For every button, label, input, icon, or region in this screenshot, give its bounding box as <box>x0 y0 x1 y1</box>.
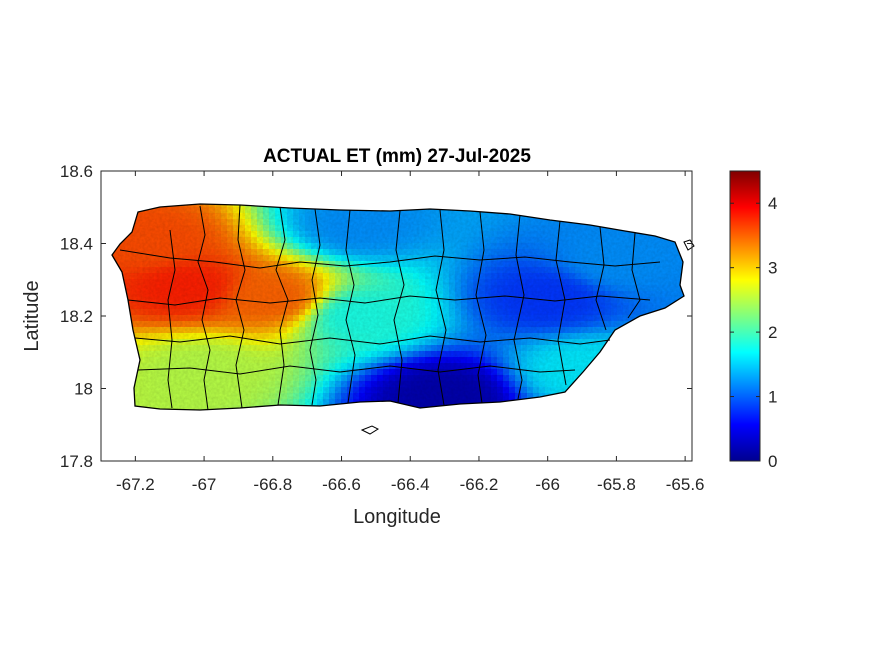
x-tick-label: -65.8 <box>597 475 636 494</box>
y-tick-label: 18 <box>74 380 93 399</box>
x-tick-label: -66.2 <box>460 475 499 494</box>
small-island <box>360 425 380 435</box>
municipal-boundary-line <box>119 249 661 269</box>
y-tick-label: 18.6 <box>60 162 93 181</box>
chart-title: ACTUAL ET (mm) 27-Jul-2025 <box>263 146 531 167</box>
colorbar-ticks: 0 1 2 3 4 <box>730 194 777 471</box>
municipal-boundary-line <box>167 229 176 409</box>
municipal-boundary-line <box>137 365 576 375</box>
x-tick-label: -65.6 <box>666 475 705 494</box>
municipal-boundary-line <box>627 232 641 319</box>
municipal-boundary-line <box>345 209 356 404</box>
colorbar <box>729 170 761 462</box>
colorbar-tick-label: 3 <box>768 259 777 278</box>
colorbar-tick-label: 4 <box>768 194 777 213</box>
colorbar-tick-label: 0 <box>768 452 777 471</box>
municipal-boundary-line <box>127 295 651 306</box>
x-tick-label: -66.6 <box>322 475 361 494</box>
x-tick-label: -66.4 <box>391 475 430 494</box>
x-axis-label: Longitude <box>353 506 441 528</box>
x-tick-label: -67.2 <box>116 475 155 494</box>
x-tick-label: -66 <box>535 475 560 494</box>
municipal-boundary-line <box>309 208 321 406</box>
y-tick-label: 18.2 <box>60 307 93 326</box>
municipality-boundaries <box>111 203 685 411</box>
x-tick-label: -66.8 <box>253 475 292 494</box>
municipal-boundary-line <box>197 205 211 411</box>
y-axis-label: Latitude <box>21 280 43 351</box>
y-axis-ticks: 17.8 18 18.2 18.4 18.6 <box>60 162 692 471</box>
municipal-boundary-line <box>275 206 289 406</box>
municipal-boundary-line <box>435 209 447 406</box>
municipal-boundary-line <box>513 214 525 400</box>
et-heatmap-field <box>112 204 684 410</box>
colorbar-tick-label: 2 <box>768 323 777 342</box>
municipal-boundary-line <box>475 211 487 404</box>
x-axis-ticks: -67.2 -67 -66.8 -66.6 -66.4 -66.2 -66 -65.8 -65.… <box>116 171 705 494</box>
municipal-boundary-line <box>595 226 607 331</box>
colorbar-tick-label: 1 <box>768 388 777 407</box>
x-tick-label: -67 <box>192 475 217 494</box>
y-tick-label: 18.4 <box>60 235 93 254</box>
y-tick-label: 17.8 <box>60 452 93 471</box>
municipal-boundary-line <box>134 335 611 345</box>
